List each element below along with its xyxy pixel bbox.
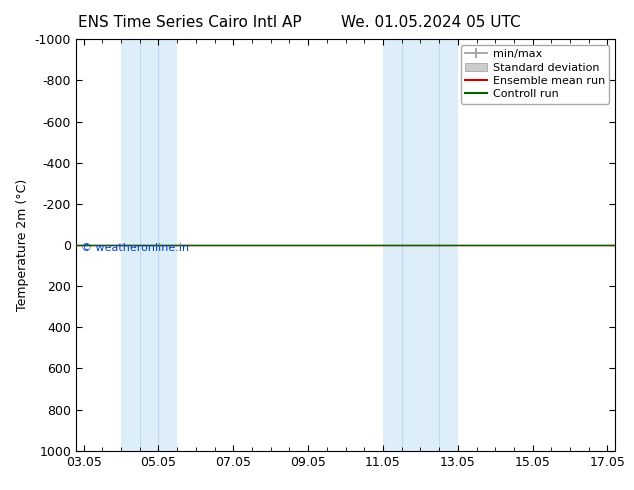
Text: © weatheronline.in: © weatheronline.in (81, 243, 190, 253)
Bar (121, 39, 177, 451)
Y-axis label: Temperature 2m (°C): Temperature 2m (°C) (16, 179, 29, 311)
Legend: min/max, Standard deviation, Ensemble mean run, Controll run: min/max, Standard deviation, Ensemble me… (460, 45, 609, 104)
Bar (383, 39, 458, 451)
Text: We. 01.05.2024 05 UTC: We. 01.05.2024 05 UTC (341, 15, 521, 30)
Text: ENS Time Series Cairo Intl AP: ENS Time Series Cairo Intl AP (79, 15, 302, 30)
